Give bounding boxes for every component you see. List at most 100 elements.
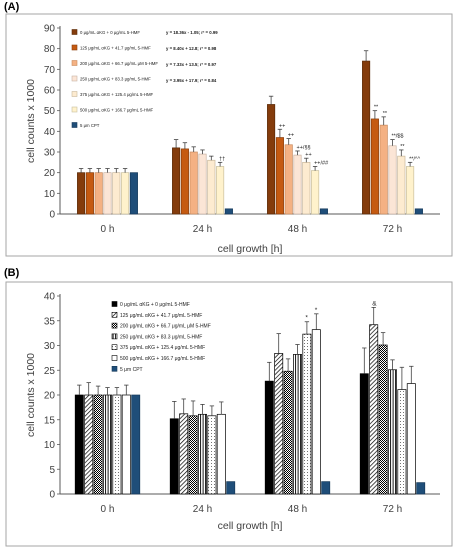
y-tick-label: 30 — [44, 341, 56, 352]
bar — [406, 166, 415, 215]
bar — [311, 170, 320, 215]
y-tick-label: 25 — [44, 366, 56, 377]
bar — [131, 394, 141, 495]
x-tick-label: 72 h — [383, 224, 402, 235]
bar — [267, 104, 276, 215]
bar — [379, 124, 388, 215]
bar — [397, 155, 406, 215]
bar — [416, 482, 426, 495]
significance-label: ++ — [279, 123, 285, 129]
panel-b-label: (B) — [4, 267, 20, 279]
bar — [370, 118, 379, 215]
bar — [121, 172, 130, 215]
panel-b-frame — [5, 281, 453, 547]
significance-label: ++/§§ — [297, 145, 311, 151]
legend-swatch — [111, 365, 118, 372]
bar — [188, 415, 198, 495]
bar — [397, 389, 407, 495]
significance-label: & — [372, 300, 377, 307]
y-tick-label: 20 — [44, 391, 56, 402]
significance-label: * — [315, 307, 318, 314]
significance-label: ++ — [288, 133, 294, 139]
bar — [103, 394, 112, 495]
legend-swatch — [71, 60, 78, 66]
legend-label: 500 μg/mL αKG + 166.7 μg/mL 5-HMF — [120, 356, 205, 362]
legend-label: 250 μg/mL αKG + 83.3 μg/mL 5-HMF — [80, 77, 151, 82]
bar — [207, 415, 217, 495]
y-tick-label: 80 — [44, 44, 56, 55]
legend-swatch — [111, 355, 118, 361]
bar — [406, 383, 416, 495]
legend-swatch — [111, 344, 118, 351]
y-tick-label: 40 — [44, 292, 56, 303]
bar — [180, 148, 189, 215]
legend-label: 5 μm CPT — [80, 123, 100, 128]
x-axis-label: cell growth [h] — [218, 520, 283, 532]
bar — [169, 418, 179, 495]
legend-swatch — [71, 44, 78, 51]
legend-label: 125 μg/mL αKG + 41.7 μg/mL 5-HMF — [120, 313, 202, 319]
bar — [224, 208, 233, 215]
bar — [189, 151, 198, 215]
regression-equation: y = 8.40x + 12.8; r² = 0.98 — [166, 46, 217, 51]
legend-label: 375 μg/mL αKG + 125.4 μg/mL 5-HMF — [120, 345, 205, 351]
legend-swatch — [71, 75, 78, 82]
bar — [311, 329, 321, 495]
legend-label: 0 μg/mL αKG + 0 μg/mL 5-HMF — [120, 302, 190, 308]
bar — [226, 481, 236, 495]
bar — [198, 413, 207, 495]
y-tick-label: 40 — [44, 127, 56, 138]
y-tick-label: 70 — [44, 65, 56, 76]
significance-label: †† — [219, 156, 225, 162]
bar — [275, 137, 284, 215]
bar — [179, 413, 189, 495]
y-tick-label: 5 — [49, 465, 55, 476]
bar — [362, 60, 371, 215]
significance-label: * — [305, 315, 308, 322]
y-tick-label: 60 — [44, 86, 56, 97]
regression-equation: y = 7.33x + 13.5; r² = 0.97 — [166, 62, 217, 67]
bar — [321, 481, 331, 495]
legend-swatch — [111, 322, 118, 329]
bar — [198, 153, 207, 215]
y-axis-label: cell counts x 1000 — [25, 79, 37, 163]
y-tick-label: 10 — [44, 440, 56, 451]
bar — [378, 344, 388, 495]
bar — [84, 394, 94, 495]
bar — [216, 413, 226, 495]
x-tick-label: 0 h — [101, 224, 115, 235]
y-axis-label: cell counts x 1000 — [25, 353, 37, 437]
legend-swatch — [111, 333, 118, 340]
legend-swatch — [111, 301, 118, 307]
y-tick-label: 30 — [44, 148, 56, 159]
bar — [274, 353, 284, 495]
bar — [207, 159, 216, 215]
x-tick-label: 48 h — [288, 224, 307, 235]
legend-label: 375 μg/mL αKG + 125.4 μg/mL 5-HMF — [80, 92, 154, 97]
x-tick-label: 0 h — [101, 504, 115, 515]
bar — [388, 369, 397, 495]
bar — [94, 172, 103, 215]
bar — [369, 324, 379, 495]
legend-swatch — [71, 91, 78, 97]
y-tick-label: 90 — [44, 24, 56, 35]
bar — [85, 172, 94, 215]
y-tick-label: 35 — [44, 316, 56, 327]
legend-label: 0 μg/mL αKG + 0 μg/mL 5-HMF — [80, 30, 140, 35]
bar — [77, 172, 86, 215]
bar — [319, 208, 328, 215]
panel-a-frame — [5, 13, 453, 257]
x-axis-label: cell growth [h] — [218, 243, 283, 255]
y-tick-label: 15 — [44, 415, 56, 426]
significance-label: ++/## — [314, 160, 329, 166]
y-tick-label: 50 — [44, 106, 56, 117]
bar — [121, 394, 131, 495]
y-tick-label: 0 — [49, 490, 55, 501]
bar — [388, 145, 397, 215]
y-tick-label: 10 — [44, 189, 56, 200]
bar — [74, 394, 84, 495]
legend-swatch — [71, 29, 78, 35]
panel-a-label: (A) — [4, 1, 20, 13]
bar — [264, 380, 274, 495]
